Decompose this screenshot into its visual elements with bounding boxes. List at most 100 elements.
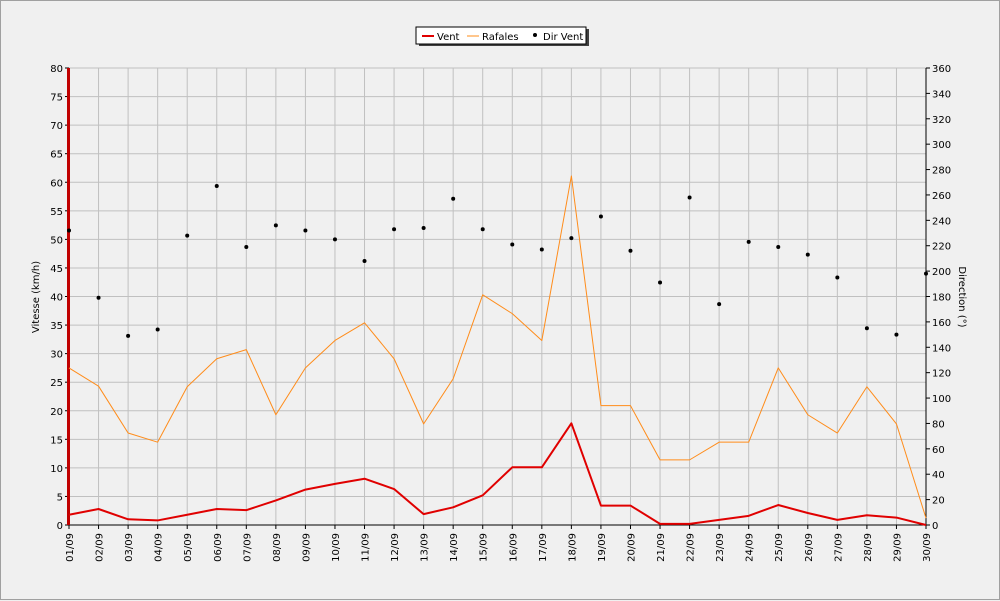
y-right-tick-label: 340: [932, 89, 951, 100]
series-point-dir-vent: [569, 236, 574, 241]
x-tick-label: 29/09: [892, 533, 903, 562]
x-tick-label: 21/09: [656, 533, 667, 562]
series-point-dir-vent: [155, 327, 160, 332]
x-tick-label: 10/09: [331, 533, 342, 562]
x-tick-label: 02/09: [95, 533, 106, 562]
y-left-tick-label: 25: [50, 378, 63, 389]
x-tick-label: 30/09: [922, 533, 933, 562]
series-point-dir-vent: [805, 252, 810, 257]
series: [67, 175, 928, 526]
y-left-tick-label: 80: [50, 64, 63, 75]
series-point-dir-vent: [421, 225, 426, 230]
y-left-tick-label: 40: [50, 293, 63, 304]
y-left-tick-label: 70: [50, 121, 63, 132]
x-tick-label: 14/09: [449, 533, 460, 562]
y-left-tick-label: 35: [50, 321, 63, 332]
series-point-dir-vent: [392, 227, 397, 232]
series-point-dir-vent: [746, 239, 751, 244]
y-right-tick-label: 280: [932, 166, 951, 177]
y-right-tick-label: 0: [932, 521, 938, 532]
legend-label-vent: Vent: [437, 32, 460, 43]
series-point-dir-vent: [244, 244, 249, 249]
y-left-tick-label: 55: [50, 207, 63, 218]
x-tick-label: 08/09: [272, 533, 283, 562]
y-right-tick-label: 20: [932, 496, 945, 507]
x-tick-label: 26/09: [804, 533, 815, 562]
y-right-tick-label: 140: [932, 343, 951, 354]
series-point-dir-vent: [894, 332, 899, 337]
y-left-tick-label: 10: [50, 464, 63, 475]
x-tick-label: 15/09: [479, 533, 490, 562]
y-left-tick-label: 0: [57, 521, 63, 532]
y-left-tick-label: 15: [50, 435, 63, 446]
series-point-dir-vent: [362, 258, 367, 263]
y-left-tick-label: 75: [50, 93, 63, 104]
x-tick-label: 22/09: [686, 533, 697, 562]
series-point-dir-vent: [126, 333, 131, 338]
y-left-tick-label: 65: [50, 150, 63, 161]
series-point-dir-vent: [658, 280, 663, 285]
series-line-rafales: [68, 175, 927, 519]
y-left-tick-label: 20: [50, 407, 63, 418]
x-tick-label: 16/09: [508, 533, 519, 562]
series-point-dir-vent: [628, 248, 633, 253]
x-tick-label: 05/09: [183, 533, 194, 562]
legend-label-dir-vent: Dir Vent: [543, 32, 583, 43]
x-tick-label: 07/09: [242, 533, 253, 562]
x-tick-label: 20/09: [626, 533, 637, 562]
series-point-dir-vent: [214, 184, 219, 189]
y-left-tick-label: 60: [50, 178, 63, 189]
legend-label-rafales: Rafales: [482, 32, 519, 43]
legend: Vent Rafales Dir Vent: [415, 26, 589, 46]
series-point-dir-vent: [539, 247, 544, 252]
x-tick-label: 23/09: [715, 533, 726, 562]
y-right-tick-label: 160: [932, 318, 951, 329]
x-tick-label: 19/09: [597, 533, 608, 562]
y-right-tick-label: 360: [932, 64, 951, 75]
y-right-tick-label: 60: [932, 445, 945, 456]
y-axis-right-title: Direction (°): [956, 266, 967, 327]
series-point-dir-vent: [185, 233, 190, 238]
x-tick-label: 27/09: [833, 533, 844, 562]
y-right-tick-label: 40: [932, 470, 945, 481]
x-tick-label: 17/09: [538, 533, 549, 562]
series-point-dir-vent: [864, 326, 869, 331]
y-left-tick-label: 45: [50, 264, 63, 275]
y-right-tick-label: 300: [932, 140, 951, 151]
x-tick-label: 28/09: [863, 533, 874, 562]
x-tick-label: 09/09: [301, 533, 312, 562]
series-point-dir-vent: [480, 227, 485, 232]
series-point-dir-vent: [303, 228, 308, 233]
y-axis-left-title: Vitesse (km/h): [31, 261, 42, 333]
x-tick-label: 25/09: [774, 533, 785, 562]
x-tick-label: 01/09: [65, 533, 76, 562]
x-tick-label: 18/09: [567, 533, 578, 562]
y-left-tick-label: 50: [50, 235, 63, 246]
series-point-dir-vent: [835, 275, 840, 280]
series-point-dir-vent: [717, 302, 722, 307]
y-right-tick-label: 200: [932, 267, 951, 278]
x-tick-label: 03/09: [124, 533, 135, 562]
y-right-tick-label: 180: [932, 293, 951, 304]
left-axis-highlight: [67, 68, 70, 525]
x-tick-label: 04/09: [154, 533, 165, 562]
y-right-tick-label: 320: [932, 115, 951, 126]
series-line-vent: [68, 422, 927, 526]
legend-swatch-dir-vent: [533, 33, 537, 37]
series-point-dir-vent: [451, 196, 456, 201]
series-point-dir-vent: [776, 244, 781, 249]
y-right-tick-label: 120: [932, 369, 951, 380]
x-tick-label: 24/09: [745, 533, 756, 562]
series-point-dir-vent: [924, 271, 928, 276]
y-left-tick-label: 30: [50, 350, 63, 361]
series-point-dir-vent: [332, 237, 337, 242]
x-tick-label: 12/09: [390, 533, 401, 562]
y-right-tick-label: 80: [932, 419, 945, 430]
series-point-dir-vent: [510, 242, 515, 247]
y-right-tick-label: 240: [932, 216, 951, 227]
axes: 0 5 10 15 20 25 30 35 40 45 50 55 60 65 70 75 80 0 20 40 60 8…: [50, 64, 951, 562]
series-point-dir-vent: [67, 228, 71, 233]
x-tick-label: 06/09: [213, 533, 224, 562]
